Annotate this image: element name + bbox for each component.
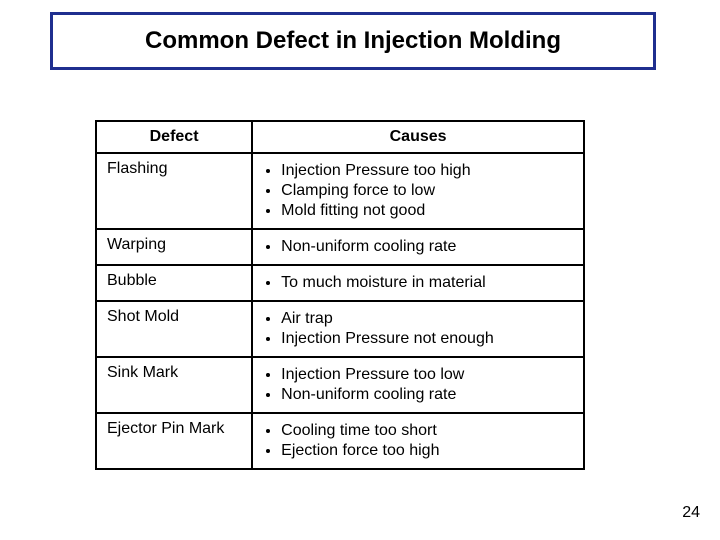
table-row: Flashing Injection Pressure too high Clamp… (96, 153, 584, 229)
defect-cell: Warping (96, 229, 252, 265)
causes-list: Air trap Injection Pressure not enough (263, 310, 573, 348)
causes-cell: To much moisture in material (252, 265, 584, 301)
causes-list: Injection Pressure too low Non-uniform co… (263, 366, 573, 404)
table-row: Ejector Pin Mark Cooling time too short Ej… (96, 413, 584, 469)
causes-list: Injection Pressure too high Clamping forc… (263, 162, 573, 220)
cause-item: Injection Pressure too low (281, 366, 573, 384)
col-header-causes: Causes (252, 121, 584, 153)
page-number: 24 (682, 504, 700, 522)
causes-cell: Air trap Injection Pressure not enough (252, 301, 584, 357)
causes-list: Cooling time too short Ejection force too… (263, 422, 573, 460)
defect-cell: Shot Mold (96, 301, 252, 357)
cause-item: Ejection force too high (281, 442, 573, 460)
cause-item: Cooling time too short (281, 422, 573, 440)
cause-item: Non-uniform cooling rate (281, 238, 573, 256)
defect-table-container: Defect Causes FlashingInjection Pressure… (95, 120, 585, 470)
causes-list: Non-uniform cooling rate (263, 238, 573, 256)
defect-table: Defect Causes FlashingInjection Pressure… (95, 120, 585, 470)
table-header-row: Defect Causes (96, 121, 584, 153)
cause-item: Clamping force to low (281, 182, 573, 200)
causes-cell: Cooling time too short Ejection force too… (252, 413, 584, 469)
slide-title: Common Defect in Injection Molding (145, 27, 561, 54)
cause-item: Injection Pressure not enough (281, 330, 573, 348)
table-row: Bubble To much moisture in material (96, 265, 584, 301)
cause-item: To much moisture in material (281, 274, 573, 292)
defect-cell: Flashing (96, 153, 252, 229)
slide-title-box: Common Defect in Injection Molding (50, 12, 656, 70)
causes-cell: Injection Pressure too high Clamping forc… (252, 153, 584, 229)
col-header-defect: Defect (96, 121, 252, 153)
cause-item: Mold fitting not good (281, 202, 573, 220)
defect-cell: Sink Mark (96, 357, 252, 413)
causes-list: To much moisture in material (263, 274, 573, 292)
cause-item: Non-uniform cooling rate (281, 386, 573, 404)
table-row: Shot Mold Air trap Injection Pressure not … (96, 301, 584, 357)
cause-item: Injection Pressure too high (281, 162, 573, 180)
defect-cell: Bubble (96, 265, 252, 301)
causes-cell: Non-uniform cooling rate (252, 229, 584, 265)
table-row: Sink Mark Injection Pressure too low Non-u… (96, 357, 584, 413)
table-row: Warping Non-uniform cooling rate (96, 229, 584, 265)
causes-cell: Injection Pressure too low Non-uniform co… (252, 357, 584, 413)
defect-cell: Ejector Pin Mark (96, 413, 252, 469)
table-body: Flashing Injection Pressure too high Clamp… (96, 153, 584, 469)
cause-item: Air trap (281, 310, 573, 328)
